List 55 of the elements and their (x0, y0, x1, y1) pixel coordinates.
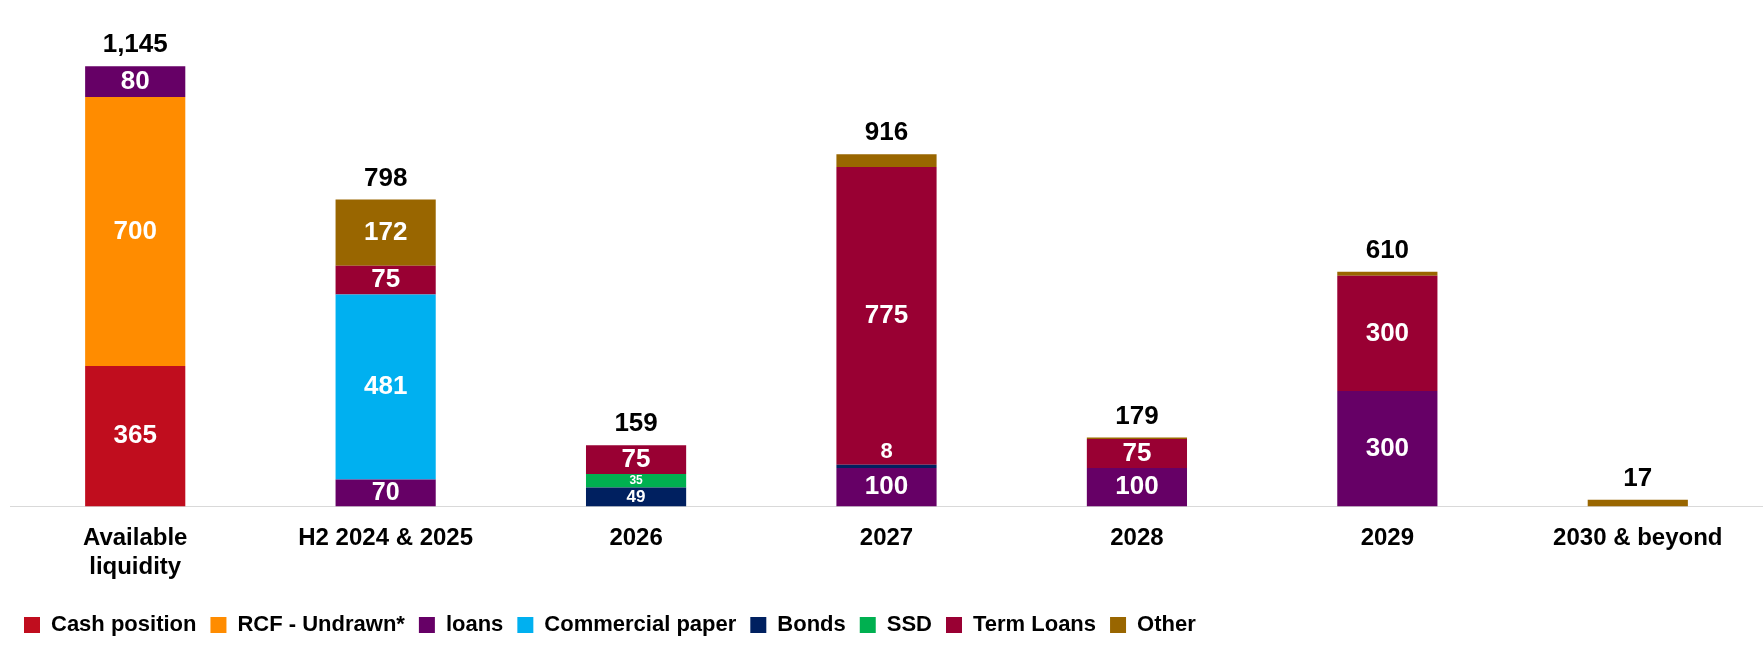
bar (836, 464, 937, 468)
data-label: 481 (363, 370, 408, 401)
data-label: 75 (371, 263, 401, 294)
bar (335, 294, 436, 480)
bar (335, 199, 436, 266)
x-tick-label: 2030 & beyond (1553, 523, 1723, 551)
bar (585, 445, 687, 475)
data-label: 49 (626, 486, 646, 506)
data-label: 75 (1122, 436, 1152, 467)
data-label: 775 (864, 299, 909, 330)
x-tick-label: H2 2024 & 2025 (298, 523, 474, 551)
bar (836, 166, 937, 465)
total-label: 610 (1365, 234, 1410, 265)
data-label: 300 (1365, 316, 1410, 347)
x-tick-label: 2028 (1110, 523, 1164, 551)
x-tick-label: Available liquidity (82, 523, 188, 580)
legend-label: RCF - Undrawn* (237, 611, 406, 637)
legend-label: Other (1137, 611, 1197, 637)
data-label: 300 (1365, 431, 1410, 462)
data-label: 700 (113, 214, 157, 245)
legend-label: Bonds (777, 611, 846, 637)
x-tick-label: 2026 (609, 523, 663, 551)
bar (335, 479, 436, 507)
x-tick-label: 2027 (859, 523, 914, 551)
data-label: 80 (120, 64, 150, 95)
total-label: 179 (1115, 399, 1159, 430)
data-label: 75 (621, 442, 651, 473)
bar (1337, 271, 1438, 276)
data-label: 8 (880, 437, 893, 463)
data-label: 100 (864, 470, 909, 501)
data-label: 70 (371, 476, 400, 505)
bar (335, 265, 436, 295)
bar (1587, 499, 1688, 507)
x-tick-label: 2029 (1360, 523, 1415, 551)
data-label: 35 (629, 473, 644, 488)
legend-label: Term Loans (972, 611, 1097, 637)
total-label: 159 (614, 407, 658, 438)
legend-label: Commercial paper (544, 611, 737, 637)
bar (85, 96, 186, 367)
bar (836, 154, 937, 167)
legend-label: loans (445, 611, 504, 637)
bar (1337, 391, 1438, 507)
bar (1086, 439, 1188, 468)
legend-label: SSD (886, 611, 932, 637)
total-label: 17 (1623, 462, 1653, 493)
total-label: 916 (864, 116, 909, 147)
total-label: 1,145 (102, 28, 168, 59)
data-label: 365 (113, 419, 157, 450)
bar (85, 366, 186, 507)
data-label: 172 (363, 215, 408, 246)
legend-label: Cash position (51, 611, 197, 637)
bar (1337, 275, 1438, 392)
total-label: 798 (363, 161, 408, 192)
data-label: 100 (1115, 470, 1159, 501)
bar (585, 474, 687, 488)
